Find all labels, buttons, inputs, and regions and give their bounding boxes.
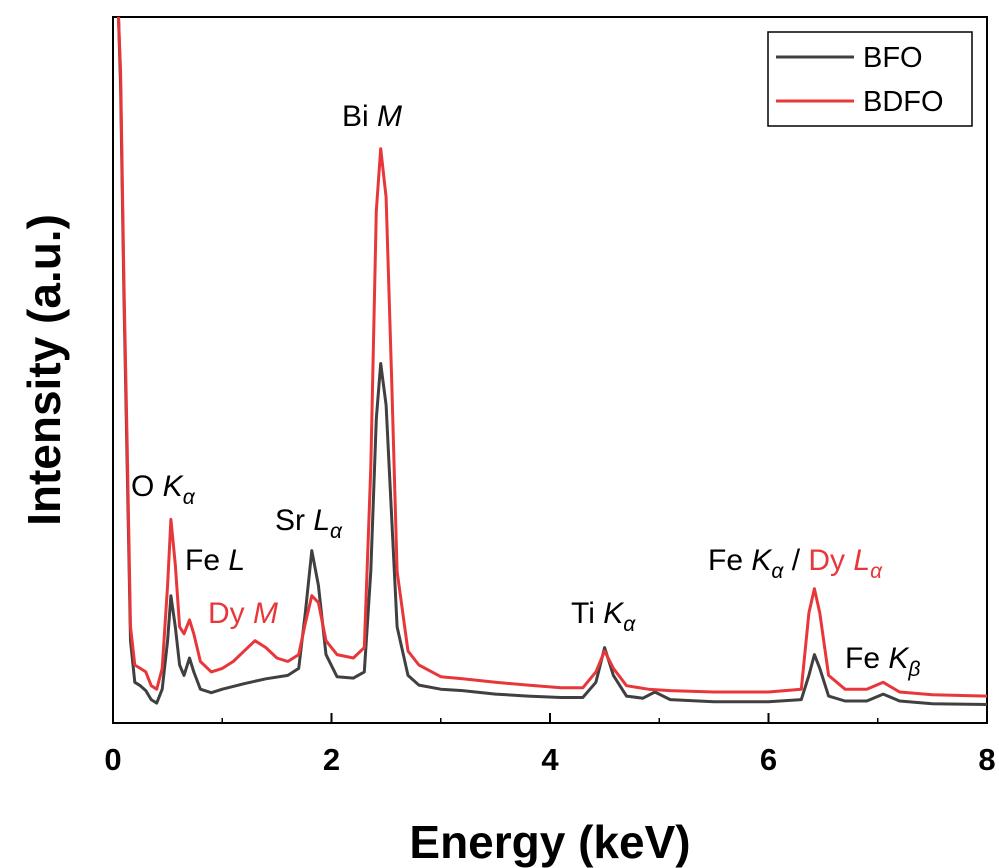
x-tick-label: 4 [541, 742, 559, 777]
series-line-bdfo [117, 16, 988, 698]
series-layer [117, 16, 988, 706]
annotation-fe-l: Fe L [185, 544, 245, 577]
legend: BFO BDFO [767, 31, 973, 127]
annotation-bi-m: Bi M [342, 100, 402, 133]
annotation-fe-ka-dy-la: Fe Kα / Dy Lα [708, 544, 883, 583]
series-line-bfo [117, 16, 988, 706]
legend-box [767, 31, 973, 127]
x-tick-label: 8 [978, 742, 995, 777]
x-axis: 0 2 4 6 8 [104, 713, 996, 777]
x-axis-title: Energy (keV) [409, 816, 690, 868]
x-tick-label: 0 [104, 742, 121, 777]
x-tick-label: 2 [323, 742, 340, 777]
legend-label-bfo: BFO [863, 42, 923, 74]
legend-label-bdfo: BDFO [863, 86, 944, 118]
peak-annotations: O Kα Fe L Dy M Sr Lα Bi M Ti Kα Fe Kα / … [131, 100, 920, 681]
x-tick-label: 6 [760, 742, 777, 777]
y-axis-title: Intensity (a.u.) [18, 214, 70, 526]
annotation-fe-kb: Fe Kβ [845, 642, 920, 681]
annotation-dy-m: Dy M [208, 597, 278, 630]
annotation-o-ka: O Kα [131, 470, 196, 509]
annotation-ti-ka: Ti Kα [571, 597, 636, 636]
annotation-sr-la: Sr Lα [275, 504, 343, 543]
